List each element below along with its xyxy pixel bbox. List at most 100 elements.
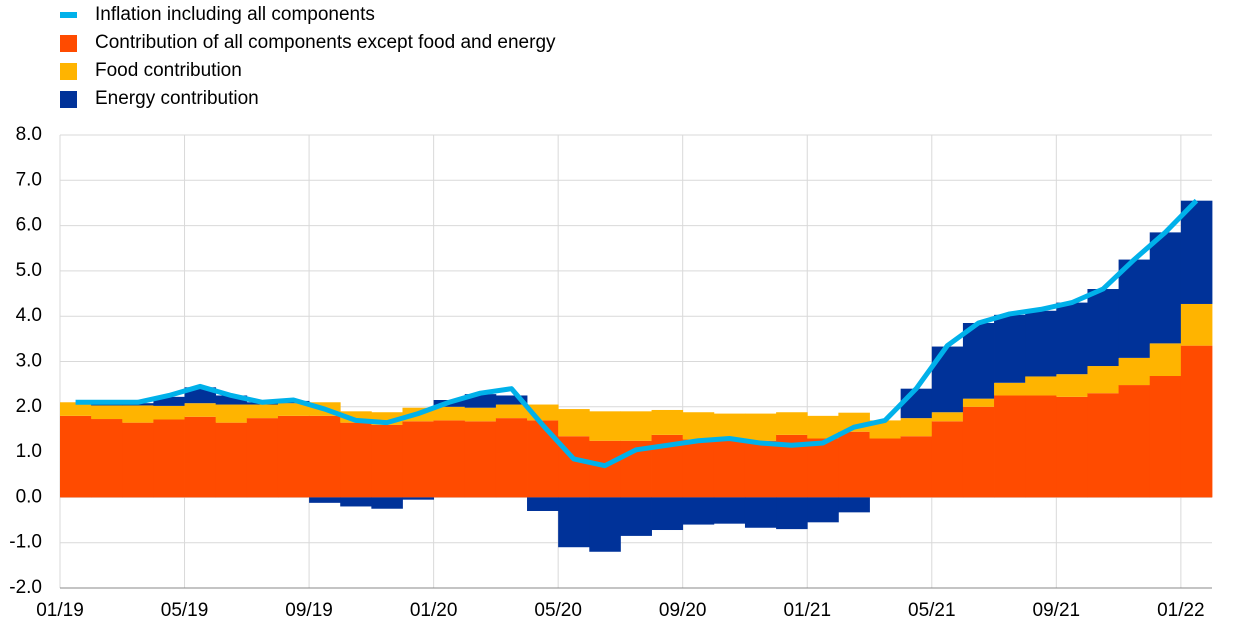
bar-segment bbox=[91, 405, 123, 420]
legend-swatch bbox=[60, 91, 77, 108]
x-tick-label: 01/21 bbox=[783, 600, 831, 621]
bar-segment bbox=[589, 497, 621, 552]
bar-segment bbox=[309, 415, 341, 498]
legend-swatch bbox=[60, 35, 77, 52]
y-tick-label: 6.0 bbox=[16, 215, 42, 236]
bar-segment bbox=[277, 403, 310, 416]
bar-segment bbox=[900, 436, 933, 498]
bar-segment bbox=[527, 497, 559, 511]
bar-segment bbox=[1056, 302, 1088, 375]
bar-segment bbox=[1149, 343, 1182, 376]
bar-segment bbox=[682, 439, 715, 498]
bar-segment bbox=[1056, 396, 1088, 498]
bar-segment bbox=[402, 421, 435, 498]
bar-segment bbox=[994, 382, 1026, 396]
bar-segment bbox=[122, 422, 154, 498]
bar-segment bbox=[962, 398, 995, 407]
x-tick-label: 09/21 bbox=[1033, 600, 1081, 621]
line bbox=[75, 198, 1199, 469]
bar-segment bbox=[1149, 232, 1182, 344]
bar-segment bbox=[931, 412, 964, 422]
x-tick-label: 09/19 bbox=[285, 600, 333, 621]
bar-segment bbox=[371, 497, 403, 509]
x-tick-label: 09/20 bbox=[659, 600, 707, 621]
x-tick-label: 01/20 bbox=[410, 600, 458, 621]
x-tick-label: 01/22 bbox=[1157, 600, 1205, 621]
bar-segment bbox=[682, 497, 715, 525]
bar-segment bbox=[1118, 259, 1151, 358]
y-tick-label: 1.0 bbox=[16, 441, 42, 462]
bar-segment bbox=[744, 440, 777, 498]
bar-segment bbox=[371, 424, 403, 498]
bar-segment bbox=[402, 497, 435, 500]
bar-segment bbox=[651, 409, 684, 435]
bar-segment bbox=[558, 409, 590, 437]
bar-segment bbox=[495, 418, 528, 498]
y-tick-label: 0.0 bbox=[16, 486, 42, 507]
bar-segment bbox=[60, 402, 92, 416]
y-tick-label: 7.0 bbox=[16, 169, 42, 190]
bar-segment bbox=[340, 497, 372, 507]
bar-segment bbox=[1180, 303, 1213, 346]
bar-segment bbox=[215, 404, 248, 423]
bar-segment bbox=[900, 418, 933, 437]
bar-segment bbox=[1149, 375, 1182, 498]
bar-segment bbox=[713, 413, 746, 439]
bar-segment bbox=[1118, 385, 1151, 498]
legend-swatch bbox=[60, 12, 77, 18]
bar-segment bbox=[215, 395, 248, 405]
bar-segment bbox=[153, 405, 185, 420]
bar-segment bbox=[1025, 376, 1057, 396]
bar-segment bbox=[340, 422, 372, 498]
bar-segment bbox=[527, 420, 559, 498]
y-tick-label: 2.0 bbox=[16, 396, 42, 417]
bar-segment bbox=[433, 406, 466, 421]
legend-swatch bbox=[60, 63, 77, 80]
bar-segment bbox=[309, 497, 341, 503]
bar-segment bbox=[900, 388, 933, 419]
bar-segment bbox=[1087, 289, 1119, 367]
x-tick-label: 05/19 bbox=[161, 600, 209, 621]
bar-segment bbox=[215, 422, 248, 498]
bar-segment bbox=[838, 431, 870, 498]
bar-segment bbox=[744, 413, 777, 441]
bar-segment bbox=[994, 395, 1026, 498]
bar-segment bbox=[807, 415, 839, 439]
bar-segment bbox=[807, 497, 839, 523]
bar-segment bbox=[1180, 345, 1213, 498]
bar-segment bbox=[776, 497, 808, 530]
bar-segment bbox=[495, 395, 528, 405]
bar-segment bbox=[620, 411, 652, 441]
y-tick-label: 8.0 bbox=[16, 124, 42, 145]
x-tick-label: 01/19 bbox=[36, 600, 84, 621]
legend-label: Contribution of all components except fo… bbox=[95, 32, 556, 53]
bar-segment bbox=[994, 314, 1026, 383]
bar-segment bbox=[1025, 310, 1057, 377]
bar-segment bbox=[153, 396, 185, 406]
bar-segment bbox=[776, 412, 808, 435]
bar-segment bbox=[558, 497, 590, 548]
bar-segment bbox=[651, 497, 684, 531]
y-tick-label: -2.0 bbox=[9, 577, 42, 598]
bar-segment bbox=[620, 497, 652, 536]
x-tick-label: 05/20 bbox=[534, 600, 582, 621]
bar-segment bbox=[682, 412, 715, 440]
bar-segment bbox=[91, 419, 123, 498]
bar-segment bbox=[1087, 366, 1119, 394]
bar-segment bbox=[246, 418, 279, 498]
bar-segment bbox=[277, 415, 310, 498]
y-tick-label: 5.0 bbox=[16, 260, 42, 281]
bar-segment bbox=[838, 497, 870, 513]
bar-segment bbox=[340, 411, 372, 423]
bar-segment bbox=[1118, 357, 1151, 386]
bar-segment bbox=[713, 438, 746, 498]
bar-segment bbox=[184, 416, 217, 498]
bar-segment bbox=[246, 404, 279, 419]
bar-segment bbox=[869, 438, 902, 498]
y-tick-label: -1.0 bbox=[9, 532, 42, 553]
bar-segment bbox=[153, 419, 185, 498]
bar-segment bbox=[1180, 200, 1213, 304]
bar-segment bbox=[962, 406, 995, 498]
bar-segment bbox=[184, 403, 217, 417]
